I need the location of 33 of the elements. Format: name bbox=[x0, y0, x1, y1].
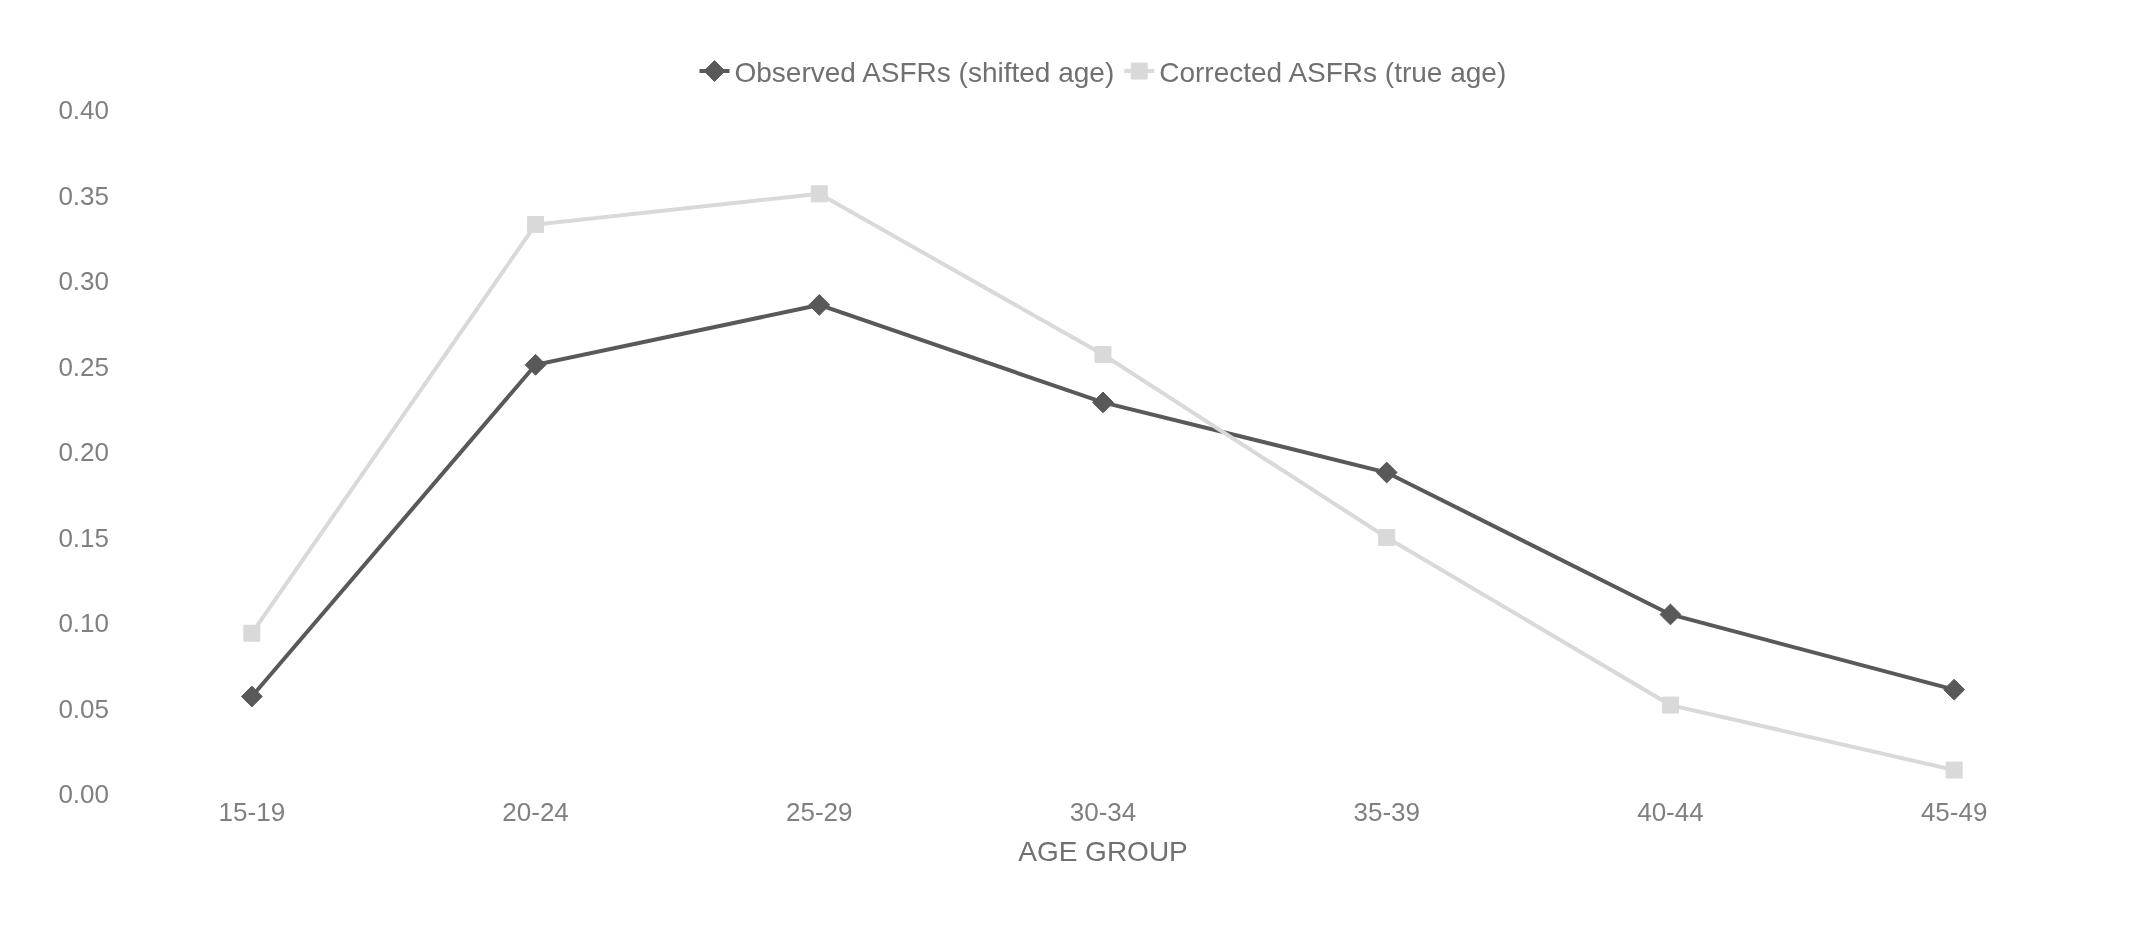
point bbox=[1378, 529, 1396, 546]
point bbox=[1094, 346, 1112, 364]
y-tick-label: 0.05 bbox=[58, 693, 109, 724]
legend-label: Corrected ASFRs (true age) bbox=[1159, 56, 1507, 88]
x-tick-label: 25-29 bbox=[786, 797, 853, 827]
legend-label: Observed ASFRs (shifted age) bbox=[734, 56, 1115, 88]
point bbox=[527, 216, 545, 234]
y-tick-label: 0.40 bbox=[58, 95, 109, 126]
point bbox=[1092, 391, 1114, 414]
y-tick-label: 0.00 bbox=[58, 779, 109, 810]
point bbox=[1659, 603, 1682, 626]
point bbox=[1945, 761, 1963, 779]
point bbox=[810, 185, 828, 203]
point bbox=[240, 685, 263, 708]
y-tick-label: 0.35 bbox=[58, 180, 109, 211]
y-tick-label: 0.30 bbox=[58, 266, 109, 297]
x-tick-label: 35-39 bbox=[1353, 797, 1420, 827]
y-tick-label: 0.25 bbox=[58, 351, 109, 382]
point bbox=[243, 624, 261, 642]
x-tick-label: 30-34 bbox=[1069, 797, 1137, 827]
y-tick-label: 0.10 bbox=[58, 608, 109, 639]
point bbox=[808, 294, 831, 316]
x-tick-label: 40-44 bbox=[1637, 797, 1704, 827]
point bbox=[1661, 696, 1679, 714]
x-tick-label: 45-49 bbox=[1920, 797, 1988, 827]
x-tick-label: 20-24 bbox=[502, 797, 569, 827]
y-tick-label: 0.15 bbox=[58, 522, 109, 553]
point bbox=[524, 353, 547, 376]
y-tick-label: 0.20 bbox=[58, 437, 109, 468]
point bbox=[1375, 461, 1398, 484]
x-axis-title: AGE GROUP bbox=[1018, 836, 1188, 868]
point bbox=[1943, 678, 1966, 701]
x-tick-label: 15-19 bbox=[218, 797, 286, 827]
